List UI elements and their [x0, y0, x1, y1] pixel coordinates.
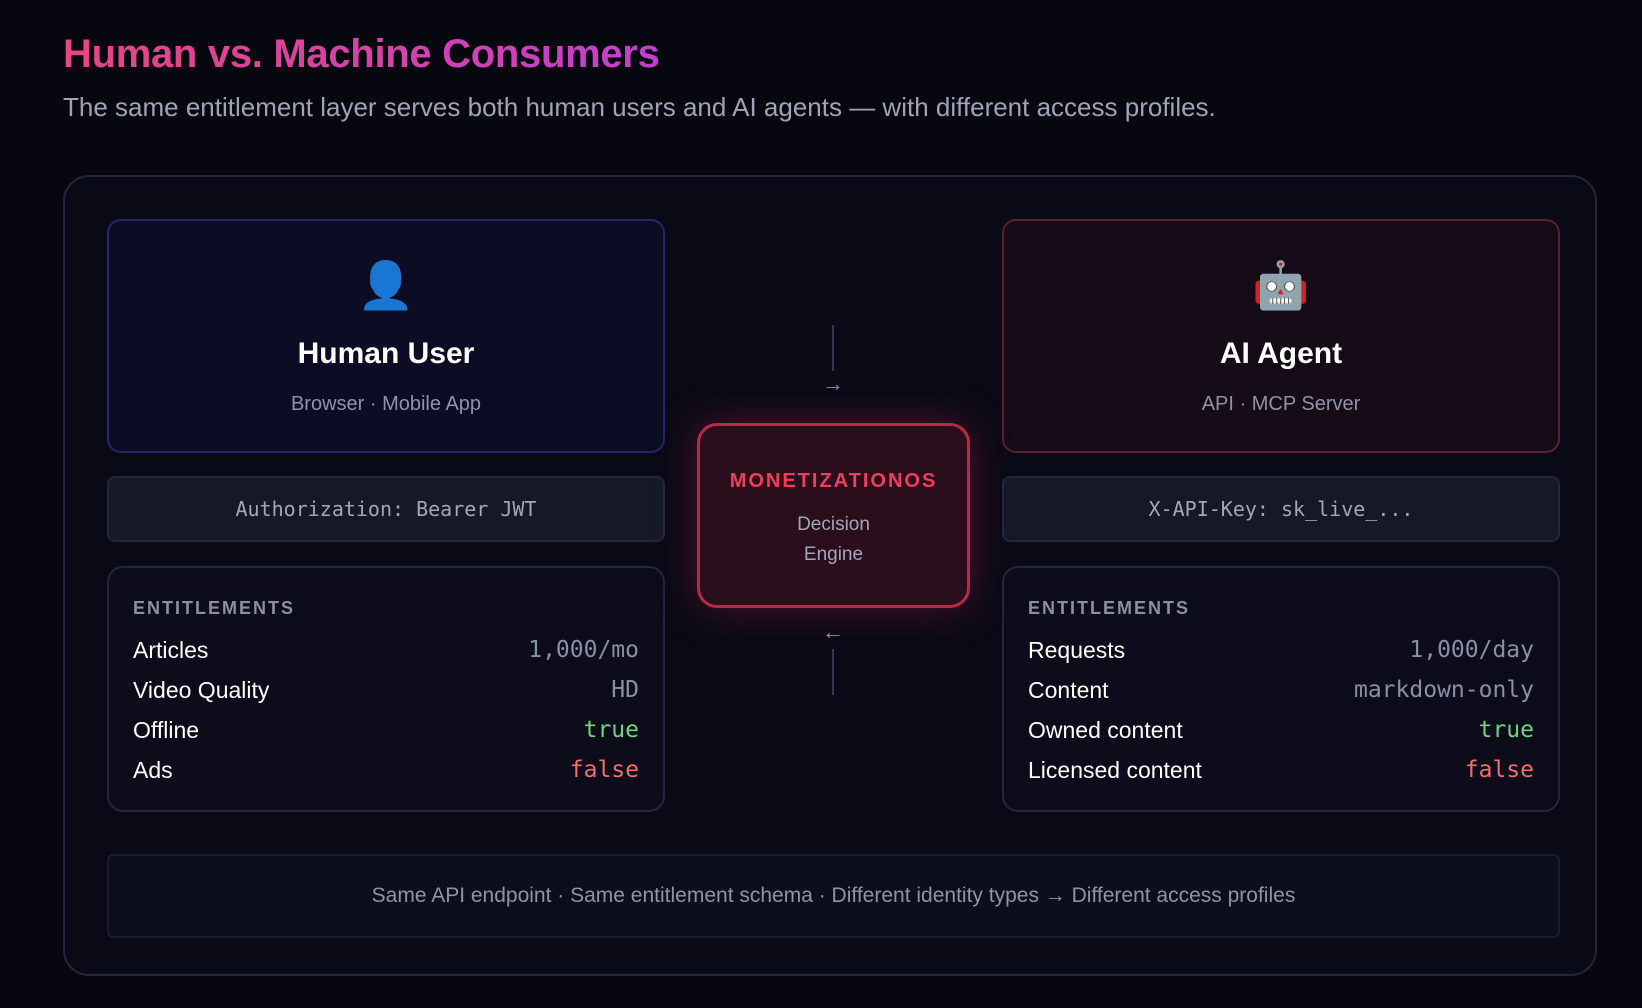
- entitlement-key: Owned content: [1028, 716, 1183, 743]
- entitlement-value: false: [1464, 757, 1534, 783]
- entitlement-key: Video Quality: [133, 676, 270, 703]
- engine-subtitle: Decision Engine: [700, 510, 967, 570]
- entitlement-row: Licensed content false: [1028, 752, 1534, 788]
- entitlement-value: 1,000/day: [1409, 637, 1534, 663]
- agent-auth-header: X-API-Key: sk_live_...: [1002, 476, 1560, 542]
- entitlement-value: markdown-only: [1353, 677, 1534, 703]
- person-icon: 👤: [357, 259, 415, 311]
- robot-icon: 🤖: [1252, 259, 1310, 311]
- entitlement-row: Requests 1,000/day: [1028, 632, 1534, 668]
- entitlement-row: Content markdown-only: [1028, 672, 1534, 708]
- entitlement-value: false: [569, 757, 639, 783]
- ai-agent-channels: API · MCP Server: [1201, 393, 1361, 415]
- human-entitlements-panel: ENTITLEMENTS Articles 1,000/mo Video Qua…: [107, 566, 665, 812]
- decision-engine: MONETIZATIONOS Decision Engine: [697, 423, 970, 608]
- entitlement-value: true: [583, 717, 639, 743]
- ai-agent-card: 🤖 AI Agent API · MCP Server: [1002, 219, 1560, 453]
- human-user-card: 👤 Human User Browser · Mobile App: [107, 219, 665, 453]
- arrow-left-icon: ←: [822, 619, 844, 644]
- engine-title: MONETIZATIONOS: [729, 470, 938, 492]
- entitlement-row: Articles 1,000/mo: [133, 632, 639, 668]
- diagram-frame: 👤 Human User Browser · Mobile App 🤖 AI A…: [63, 175, 1597, 976]
- entitlements-title: ENTITLEMENTS: [1028, 598, 1190, 618]
- footer-note: Same API endpoint · Same entitlement sch…: [107, 854, 1560, 938]
- entitlement-row: Video Quality HD: [133, 672, 639, 708]
- entitlement-value: true: [1478, 717, 1534, 743]
- ai-agent-name: AI Agent: [1219, 337, 1343, 370]
- entitlement-row: Ads false: [133, 752, 639, 788]
- entitlement-key: Offline: [133, 716, 200, 743]
- page-subtitle: The same entitlement layer serves both h…: [63, 92, 1216, 122]
- connector-line-bottom: [832, 649, 834, 695]
- entitlement-key: Licensed content: [1028, 756, 1202, 783]
- engine-subtitle-line2: Engine: [803, 544, 864, 565]
- entitlement-value: 1,000/mo: [528, 637, 639, 663]
- engine-subtitle-line1: Decision: [797, 514, 870, 535]
- entitlement-key: Articles: [133, 636, 209, 663]
- entitlement-key: Ads: [133, 756, 173, 783]
- entitlement-key: Requests: [1028, 636, 1126, 663]
- page-title: Human vs. Machine Consumers: [63, 32, 660, 76]
- entitlements-title: ENTITLEMENTS: [133, 598, 295, 618]
- entitlement-key: Content: [1028, 676, 1109, 703]
- human-user-channels: Browser · Mobile App: [290, 393, 482, 415]
- entitlement-value: HD: [611, 677, 639, 703]
- human-auth-header: Authorization: Bearer JWT: [107, 476, 665, 542]
- entitlement-row: Owned content true: [1028, 712, 1534, 748]
- entitlement-row: Offline true: [133, 712, 639, 748]
- human-user-name: Human User: [297, 337, 475, 370]
- connector-line-top: [832, 325, 834, 371]
- arrow-right-icon: →: [822, 371, 844, 396]
- agent-entitlements-panel: ENTITLEMENTS Requests 1,000/day Content …: [1002, 566, 1560, 812]
